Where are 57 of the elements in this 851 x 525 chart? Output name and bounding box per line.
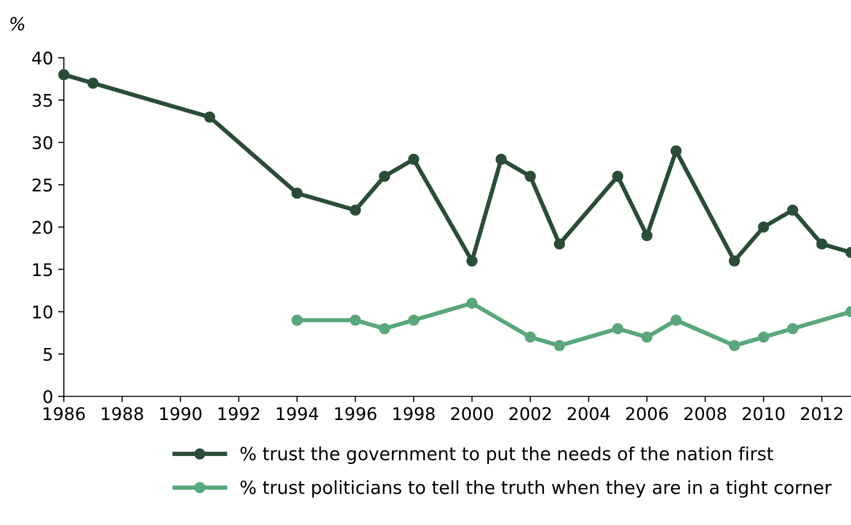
- point: [554, 340, 566, 352]
- point: [496, 154, 507, 165]
- x-tick-label: 1998: [393, 407, 435, 420]
- point: [466, 298, 478, 309]
- point: [292, 188, 303, 199]
- legend-label: % trust the government to put the needs of the nation first: [240, 446, 774, 464]
- point: [524, 170, 536, 182]
- y-tick-label: 20: [32, 220, 52, 234]
- point: [466, 255, 478, 266]
- x-tick-label: 2004: [568, 407, 610, 420]
- x-tick-label: 1996: [335, 407, 376, 420]
- y-tick-label: 15: [33, 263, 52, 276]
- point: [378, 170, 390, 182]
- x-tick-label: 1990: [160, 407, 202, 420]
- point: [787, 204, 798, 216]
- point: [728, 340, 740, 352]
- point: [408, 314, 420, 326]
- point: [350, 204, 361, 216]
- point: [378, 323, 390, 334]
- legend-label: % trust politicians to tell the truth when they are in a tight corner: [240, 480, 832, 498]
- x-tick-label: 2000: [451, 407, 493, 420]
- y-tick-label: 40: [32, 51, 52, 65]
- y-tick-label: 0: [44, 390, 52, 404]
- point: [524, 332, 536, 343]
- point: [58, 69, 70, 80]
- point: [204, 111, 216, 123]
- point: [787, 323, 798, 334]
- x-tick-label: 1992: [218, 407, 260, 420]
- x-tick-label: 2012: [801, 407, 842, 420]
- y-tick-label: 5: [44, 348, 52, 361]
- point: [641, 332, 652, 343]
- x-tick-label: 2002: [509, 407, 551, 420]
- y-tick-label: 35: [32, 94, 52, 107]
- point: [612, 323, 624, 334]
- point: [816, 238, 828, 250]
- point: [670, 145, 682, 156]
- y-tick-label: 25: [32, 178, 52, 192]
- point: [758, 332, 770, 343]
- point: [641, 230, 652, 242]
- point: [408, 154, 420, 165]
- point: [87, 78, 99, 89]
- point: [292, 314, 303, 326]
- point: [612, 170, 624, 182]
- x-tick-label: 2006: [626, 407, 668, 420]
- point: [350, 314, 361, 326]
- x-tick-label: 1986: [44, 407, 85, 420]
- x-tick-label: 2010: [742, 407, 784, 420]
- point: [670, 314, 682, 326]
- point: [728, 255, 740, 266]
- x-tick-label: 2008: [684, 407, 726, 420]
- x-tick-label: 1988: [102, 407, 144, 420]
- y-axis-title: %: [10, 16, 24, 31]
- x-tick-label: 1994: [276, 407, 318, 420]
- point: [758, 222, 770, 233]
- y-tick-label: 30: [32, 136, 52, 150]
- y-tick-label: 10: [33, 305, 52, 319]
- point: [554, 238, 566, 250]
